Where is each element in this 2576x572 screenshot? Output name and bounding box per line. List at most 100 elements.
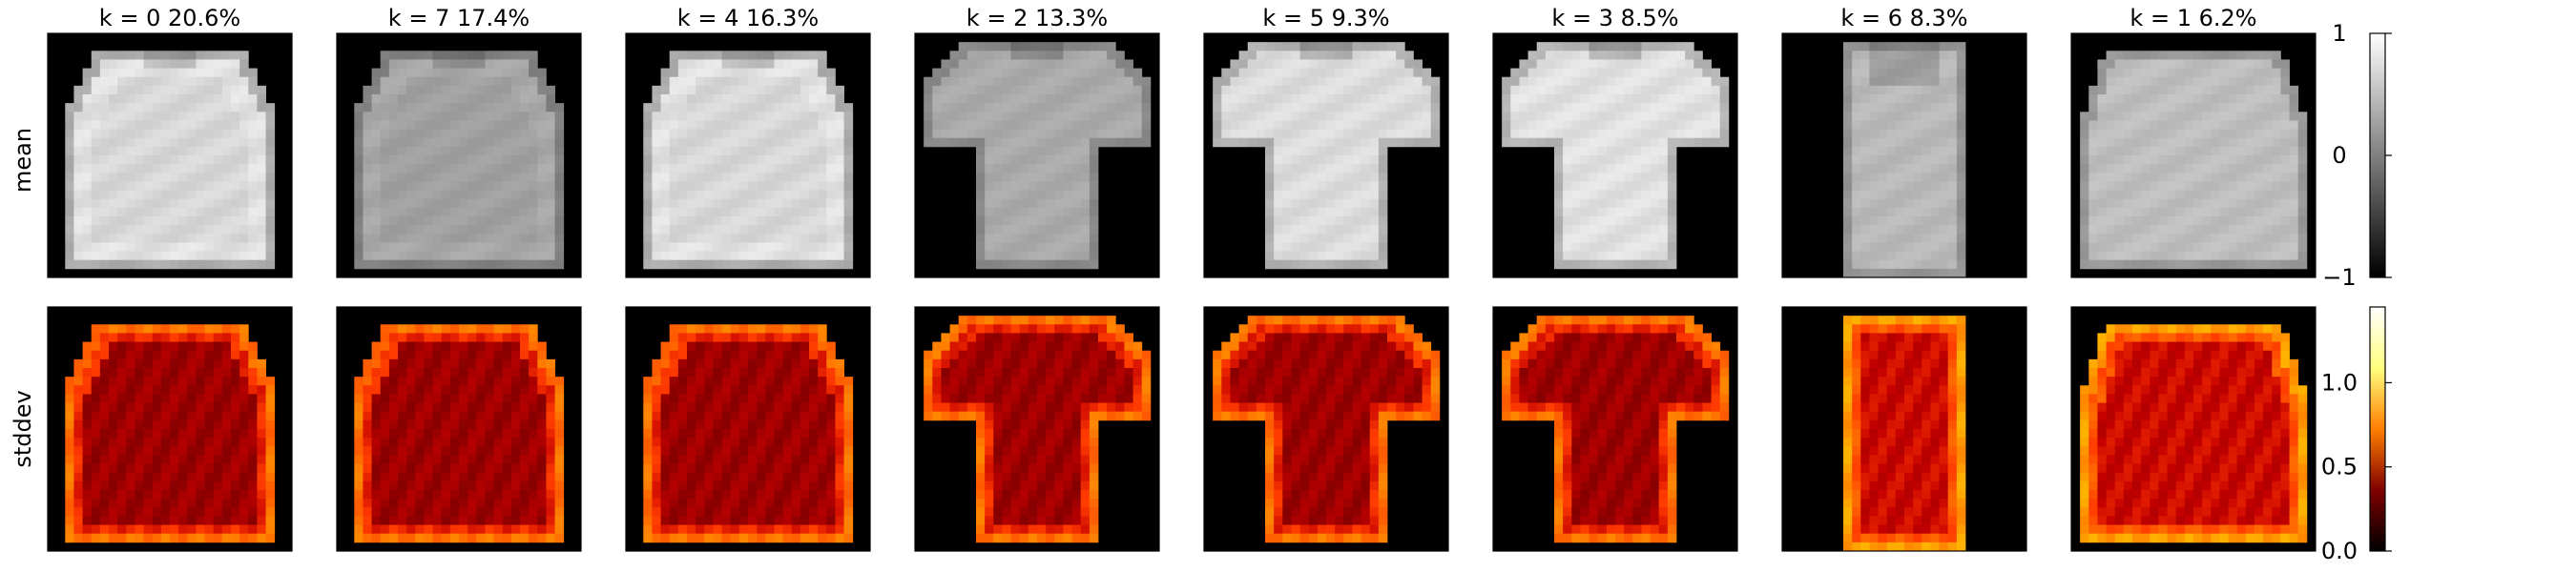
heatmap-cell <box>109 446 118 456</box>
heatmap-cell <box>485 51 494 60</box>
heatmap-cell <box>467 120 477 130</box>
heatmap-cell <box>187 411 197 421</box>
heatmap-cell <box>1132 129 1143 139</box>
heatmap-cell <box>204 463 215 474</box>
heatmap-cell <box>1002 234 1011 243</box>
heatmap-cell <box>748 85 758 95</box>
heatmap-cell <box>529 129 538 139</box>
heatmap-cell <box>1282 234 1292 243</box>
heatmap-cell <box>1317 164 1327 174</box>
heatmap-cell <box>213 438 223 447</box>
heatmap-cell <box>704 155 714 165</box>
heatmap-cell <box>239 234 249 243</box>
heatmap-cell <box>2114 155 2125 165</box>
heatmap-cell <box>2289 112 2299 121</box>
heatmap-cell <box>826 76 836 87</box>
heatmap-cell <box>985 146 994 156</box>
heatmap-cell <box>432 137 443 148</box>
heatmap-cell <box>1869 225 1879 235</box>
heatmap-cell <box>1378 234 1388 243</box>
heatmap-cell <box>1054 181 1064 191</box>
heatmap-cell <box>1037 68 1047 78</box>
heatmap-cell <box>1046 137 1055 148</box>
heatmap-cell <box>800 251 810 261</box>
heatmap-cell <box>371 385 382 395</box>
heatmap-cell <box>2263 59 2273 69</box>
heatmap-cell <box>1658 103 1669 112</box>
heatmap-cell <box>398 385 407 395</box>
heatmap-cell <box>2167 234 2177 243</box>
heatmap-cell <box>1299 76 1310 87</box>
heatmap-cell <box>415 76 425 87</box>
heatmap-cell <box>135 358 144 369</box>
heatmap-cell <box>2280 146 2290 156</box>
heatmap-cell <box>791 68 801 78</box>
heatmap-cell <box>221 259 232 270</box>
heatmap-cell <box>2272 112 2281 121</box>
heatmap-cell <box>1947 242 1958 252</box>
heatmap-cell <box>449 76 460 87</box>
heatmap-cell <box>2150 242 2159 252</box>
heatmap-cell <box>99 490 110 500</box>
heatmap-cell <box>2080 190 2089 200</box>
heatmap-cell <box>704 120 714 130</box>
heatmap-cell <box>1922 234 1931 243</box>
heatmap-cell <box>109 368 118 378</box>
heatmap-cell <box>1282 146 1292 156</box>
heatmap-cell <box>1326 181 1336 191</box>
heatmap-cell <box>1274 216 1283 226</box>
heatmap-cell <box>1571 51 1581 60</box>
heatmap-cell <box>73 419 83 430</box>
heatmap-cell <box>2175 207 2186 217</box>
heatmap-cell <box>152 394 162 403</box>
heatmap-cell <box>1089 234 1099 243</box>
heatmap-cell <box>91 190 101 200</box>
heatmap-cell <box>449 173 460 182</box>
heatmap-cell <box>2175 164 2186 174</box>
heatmap-cell <box>1369 251 1380 261</box>
heatmap-cell <box>415 181 425 191</box>
heatmap-cell <box>2289 234 2299 243</box>
heatmap-cell <box>1667 155 1677 165</box>
heatmap-cell <box>976 94 986 104</box>
heatmap-cell <box>135 68 144 78</box>
heatmap-cell <box>1580 216 1589 226</box>
heatmap-cell <box>1317 173 1327 182</box>
heatmap-cell <box>993 42 1003 51</box>
heatmap-cell <box>363 85 372 95</box>
heatmap-cell <box>826 112 836 121</box>
heatmap-cell <box>239 103 249 112</box>
heatmap-cell <box>109 524 118 535</box>
heatmap-cell <box>782 59 793 69</box>
heatmap-cell <box>1037 94 1047 104</box>
heatmap-cell <box>1536 137 1547 148</box>
heatmap-cell <box>371 225 382 235</box>
heatmap-cell <box>1080 198 1091 209</box>
heatmap-cell <box>1071 68 1082 78</box>
heatmap-cell <box>1563 129 1572 139</box>
heatmap-cell <box>774 234 783 243</box>
heatmap-cell <box>546 164 555 174</box>
heatmap-cell <box>1956 42 1966 51</box>
heatmap-cell <box>388 368 399 378</box>
heatmap-cell <box>704 225 714 235</box>
heatmap-cell <box>109 455 118 464</box>
heatmap-cell <box>1002 207 1011 217</box>
heatmap-cell <box>467 190 477 200</box>
heatmap-cell <box>257 234 266 243</box>
heatmap-cell <box>941 85 950 95</box>
heatmap-cell <box>1860 198 1870 209</box>
heatmap-cell <box>82 472 93 482</box>
heatmap-cell <box>1571 181 1581 191</box>
heatmap-cell <box>669 190 679 200</box>
heatmap-cell <box>239 68 249 78</box>
heatmap-cell <box>99 129 110 139</box>
heatmap-cell <box>949 51 960 60</box>
heatmap-cell <box>2219 181 2229 191</box>
heatmap-cell <box>441 207 451 217</box>
heatmap-cell <box>1536 76 1547 87</box>
heatmap-cell <box>213 173 223 182</box>
heatmap-cell <box>2263 103 2273 112</box>
heatmap-cell <box>502 146 512 156</box>
heatmap-cell <box>65 472 74 482</box>
